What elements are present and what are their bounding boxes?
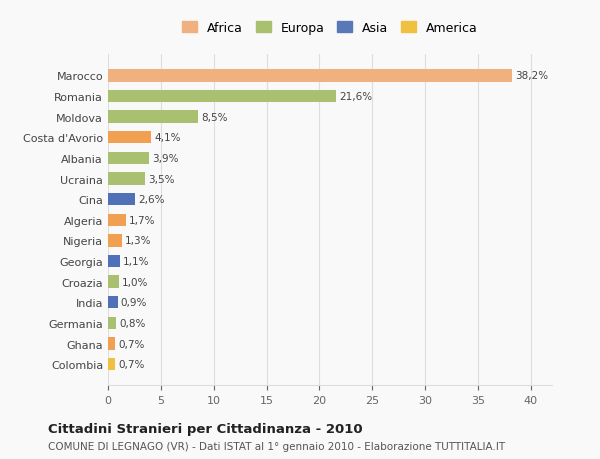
Legend: Africa, Europa, Asia, America: Africa, Europa, Asia, America (179, 18, 481, 39)
Bar (108, 111, 198, 123)
Text: 1,3%: 1,3% (125, 236, 151, 246)
Text: 3,9%: 3,9% (152, 154, 179, 163)
Bar (108, 173, 145, 185)
Bar (108, 255, 119, 268)
Text: 0,7%: 0,7% (119, 339, 145, 349)
Bar (108, 276, 119, 288)
Text: 0,7%: 0,7% (119, 359, 145, 369)
Text: 0,8%: 0,8% (119, 318, 146, 328)
Bar (108, 70, 512, 83)
Bar (108, 91, 337, 103)
Text: 1,0%: 1,0% (122, 277, 148, 287)
Text: 2,6%: 2,6% (139, 195, 165, 205)
Bar (108, 338, 115, 350)
Text: 3,5%: 3,5% (148, 174, 175, 184)
Bar (108, 297, 118, 309)
Text: 8,5%: 8,5% (201, 112, 227, 123)
Text: 0,9%: 0,9% (121, 297, 147, 308)
Text: COMUNE DI LEGNAGO (VR) - Dati ISTAT al 1° gennaio 2010 - Elaborazione TUTTITALIA: COMUNE DI LEGNAGO (VR) - Dati ISTAT al 1… (48, 441, 505, 451)
Text: 38,2%: 38,2% (515, 71, 548, 81)
Bar (108, 235, 122, 247)
Text: 4,1%: 4,1% (155, 133, 181, 143)
Bar (108, 214, 126, 226)
Text: Cittadini Stranieri per Cittadinanza - 2010: Cittadini Stranieri per Cittadinanza - 2… (48, 422, 362, 435)
Bar (108, 194, 136, 206)
Bar (108, 132, 151, 144)
Bar (108, 152, 149, 165)
Text: 1,7%: 1,7% (129, 215, 155, 225)
Bar (108, 317, 116, 330)
Bar (108, 358, 115, 370)
Text: 21,6%: 21,6% (340, 92, 373, 102)
Text: 1,1%: 1,1% (123, 257, 149, 267)
